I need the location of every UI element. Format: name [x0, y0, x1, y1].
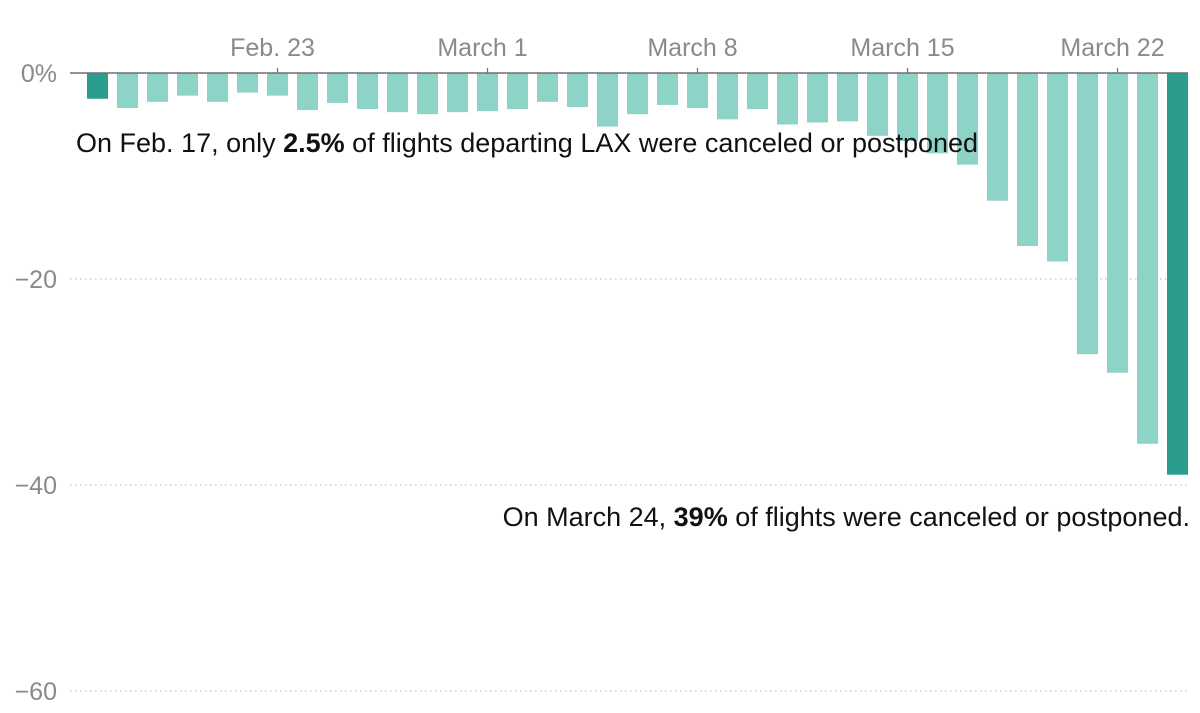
- bar-feb-22: [237, 73, 258, 93]
- annotation-feb-17-pre: On Feb. 17, only: [76, 128, 284, 158]
- bar-march-6: [627, 73, 648, 115]
- bar-feb-17: [87, 73, 108, 99]
- y-tick-label: −60: [15, 678, 57, 706]
- annotation-march-24-pre: On March 24,: [502, 502, 674, 532]
- bar-march-7: [657, 73, 678, 105]
- bar-march-15: [897, 73, 918, 141]
- bar-feb-21: [207, 73, 228, 102]
- bar-march-2: [507, 73, 528, 110]
- bar-march-8: [687, 73, 708, 109]
- bar-feb-19: [147, 73, 168, 102]
- annotation-feb-17-value: 2.5%: [283, 128, 345, 158]
- bar-march-1: [477, 73, 498, 112]
- x-tick-label: March 1: [437, 34, 527, 62]
- bar-feb-25: [327, 73, 348, 103]
- bar-march-19: [1017, 73, 1038, 247]
- bar-march-4: [567, 73, 588, 107]
- bar-march-18: [987, 73, 1008, 201]
- x-tick-label: March 8: [647, 34, 737, 62]
- bar-march-14: [867, 73, 888, 136]
- bar-march-17: [957, 73, 978, 165]
- bar-march-11: [777, 73, 798, 125]
- x-tick-label: March 15: [850, 34, 954, 62]
- bar-march-24: [1167, 73, 1188, 475]
- bar-march-13: [837, 73, 858, 122]
- bar-feb-18: [117, 73, 138, 109]
- bar-march-5: [597, 73, 618, 127]
- y-tick-label: 0%: [21, 60, 57, 88]
- bar-march-23: [1137, 73, 1158, 444]
- bar-feb-29: [447, 73, 468, 113]
- x-tick-label: March 22: [1060, 34, 1164, 62]
- bar-feb-20: [177, 73, 198, 96]
- y-tick-label: −40: [15, 472, 57, 500]
- bar-march-22: [1107, 73, 1128, 373]
- annotation-feb-17-post: of flights departing LAX were canceled o…: [344, 128, 979, 158]
- bar-march-21: [1077, 73, 1098, 355]
- bar-march-20: [1047, 73, 1068, 262]
- annotation-feb-17: On Feb. 17, only 2.5% of flights departi…: [76, 127, 978, 160]
- bar-march-9: [717, 73, 738, 120]
- bar-march-10: [747, 73, 768, 110]
- annotation-march-24-value: 39%: [673, 502, 728, 532]
- bar-march-12: [807, 73, 828, 123]
- x-tick-label: Feb. 23: [230, 34, 315, 62]
- bar-march-16: [927, 73, 948, 154]
- bar-feb-23: [267, 73, 288, 96]
- y-tick-label: −20: [15, 266, 57, 294]
- annotation-march-24: On March 24, 39% of flights were cancele…: [503, 501, 1190, 534]
- bar-feb-28: [417, 73, 438, 115]
- annotation-march-24-post: of flights were canceled or postponed.: [727, 502, 1190, 532]
- bar-feb-24: [297, 73, 318, 111]
- bar-feb-27: [387, 73, 408, 113]
- bar-feb-26: [357, 73, 378, 110]
- bar-march-3: [537, 73, 558, 102]
